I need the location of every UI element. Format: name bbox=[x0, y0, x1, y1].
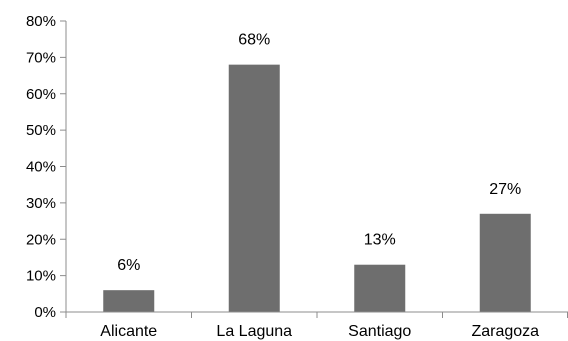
data-label: 27% bbox=[489, 181, 521, 198]
y-tick-label: 40% bbox=[26, 159, 56, 176]
y-tick-label: 30% bbox=[26, 195, 56, 212]
y-tick-label: 60% bbox=[26, 86, 56, 103]
bar bbox=[103, 290, 155, 312]
data-label: 6% bbox=[117, 257, 140, 274]
data-label: 13% bbox=[364, 232, 396, 249]
x-tick-label: Alicante bbox=[100, 323, 157, 340]
x-tick-label: La Laguna bbox=[216, 323, 292, 340]
bars bbox=[103, 64, 531, 313]
x-tick-label: Zaragoza bbox=[471, 323, 539, 340]
data-label: 68% bbox=[238, 32, 270, 49]
y-tick-label: 80% bbox=[26, 13, 56, 30]
y-tick-label: 10% bbox=[26, 268, 56, 285]
y-tick-label: 20% bbox=[26, 231, 56, 248]
bar bbox=[479, 213, 531, 312]
data-labels: 6% 68% 13% 27% bbox=[117, 32, 521, 275]
x-tick-label: Santiago bbox=[348, 323, 411, 340]
x-axis-labels: Alicante La Laguna Santiago Zaragoza bbox=[100, 323, 539, 340]
y-axis-ticks: 0% 10% 20% 30% 40% 50% 60% 70% 80% bbox=[26, 13, 66, 321]
bar bbox=[228, 64, 280, 313]
y-tick-label: 0% bbox=[34, 304, 56, 321]
bar bbox=[354, 264, 406, 312]
y-tick-label: 50% bbox=[26, 122, 56, 139]
y-tick-label: 70% bbox=[26, 49, 56, 66]
